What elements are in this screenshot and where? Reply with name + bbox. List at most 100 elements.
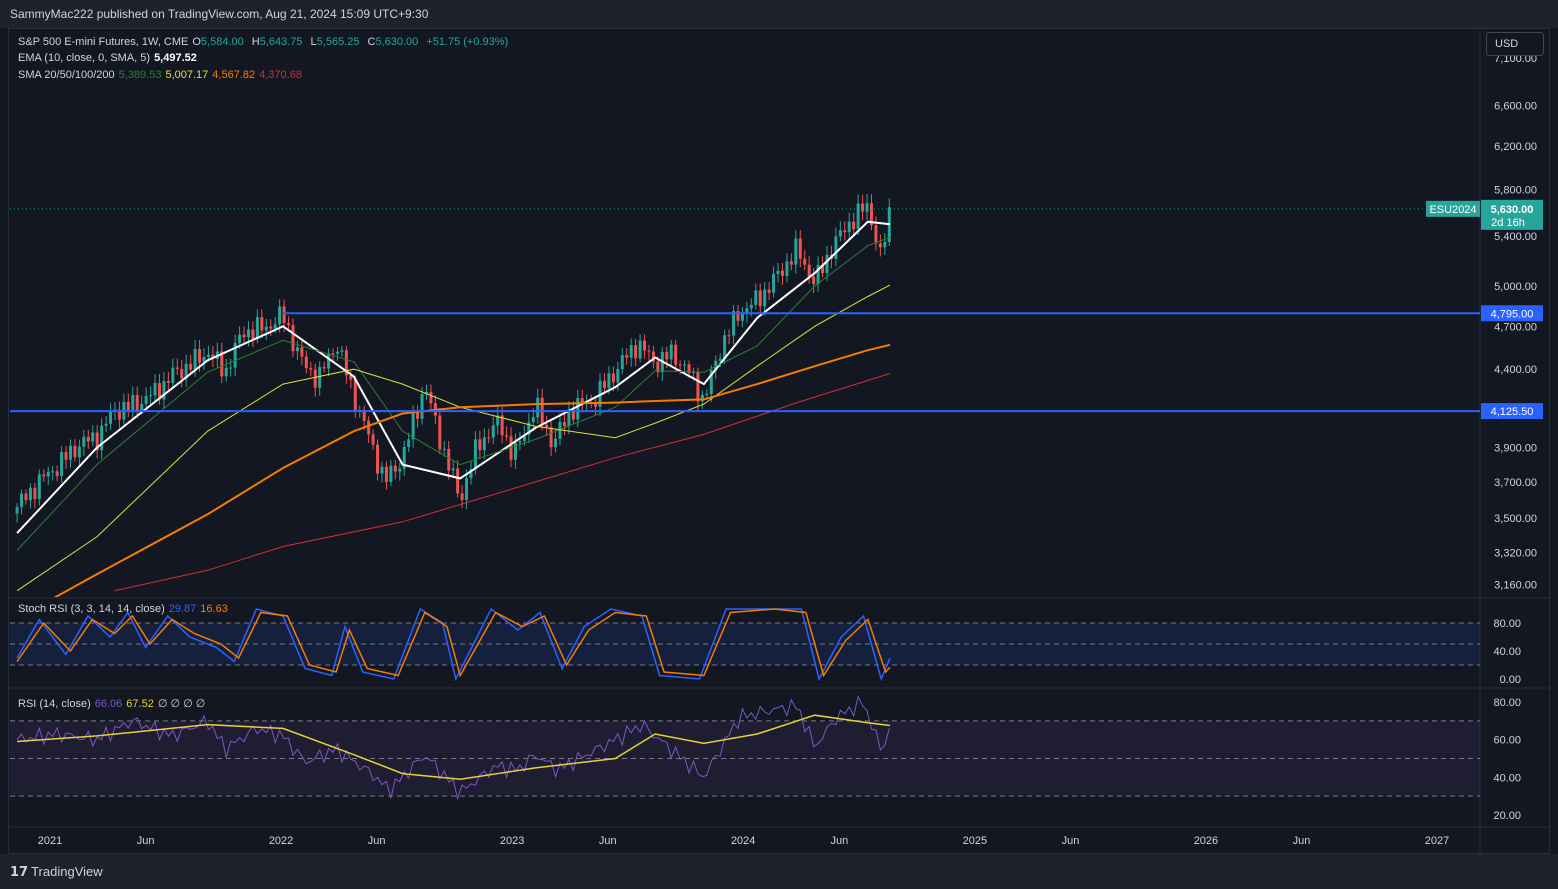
candle-body	[331, 353, 335, 355]
candle-body	[473, 439, 477, 470]
candle-body	[33, 487, 37, 500]
ema-value: 5,497.52	[154, 52, 197, 64]
time-tick-label: Jun	[1062, 835, 1080, 847]
candle-body	[580, 398, 584, 404]
candle-body	[549, 427, 553, 448]
stoch-label: Stoch RSI (3, 3, 14, 14, close)	[18, 603, 165, 615]
candle-body	[91, 432, 95, 442]
price-tick-label: 5,000.00	[1494, 281, 1537, 293]
time-tick-label: Jun	[599, 835, 617, 847]
tradingview-logo[interactable]: 17 TradingView	[10, 864, 103, 880]
stoch-tick-label: 0.00	[1500, 674, 1521, 686]
candle-body	[407, 439, 411, 448]
candle-body	[505, 435, 509, 437]
level-label-bg	[1481, 403, 1543, 420]
stoch-legend: Stoch RSI (3, 3, 14, 14, close) 29.87 16.6…	[18, 603, 232, 615]
candle-body	[594, 403, 598, 407]
time-tick-label: 2021	[38, 835, 62, 847]
candle-body	[874, 225, 878, 244]
candle-body	[718, 358, 722, 361]
candle-body	[140, 403, 144, 411]
candle-body	[620, 355, 624, 370]
candle-body	[745, 308, 749, 314]
chart-frame	[8, 28, 1550, 854]
candle-body	[202, 356, 206, 363]
brand-name: TradingView	[31, 864, 103, 879]
rsi-tick-label: 20.00	[1493, 810, 1521, 822]
price-tick-label: 4,700.00	[1494, 321, 1537, 333]
candle-body	[616, 369, 620, 383]
symbol-title: S&P 500 E-mini Futures, 1W, CME	[18, 36, 189, 48]
candles-group	[15, 194, 891, 523]
candle-body	[696, 371, 700, 402]
price-tick-label: 3,500.00	[1494, 513, 1537, 525]
candle-body	[723, 335, 727, 359]
candle-body	[46, 471, 50, 477]
candle-body	[442, 448, 446, 450]
footer-bar: 17 TradingView	[0, 854, 1558, 889]
candle-body	[812, 276, 816, 284]
candle-body	[42, 474, 46, 477]
candle-body	[625, 355, 629, 358]
candle-body	[576, 398, 580, 420]
stoch-d-value: 16.63	[200, 603, 228, 615]
candle-body	[496, 415, 500, 426]
candle-body	[856, 203, 860, 230]
candle-body	[794, 238, 798, 265]
candle-body	[264, 326, 268, 331]
candle-body	[767, 289, 771, 293]
candle-body	[634, 345, 638, 359]
candle-body	[554, 438, 558, 448]
time-tick-label: Jun	[831, 835, 849, 847]
candle-body	[380, 466, 384, 474]
level-label: 4,125.50	[1491, 406, 1534, 418]
sma20-line	[16, 236, 891, 551]
candle-body	[700, 394, 704, 402]
candle-body	[424, 391, 428, 394]
candle-body	[398, 468, 402, 472]
candle-body	[55, 471, 59, 476]
candle-body	[109, 411, 113, 424]
candle-body	[291, 325, 295, 352]
candle-body	[678, 364, 682, 366]
candle-body	[478, 439, 482, 451]
candle-body	[393, 465, 397, 472]
candle-body	[852, 221, 856, 230]
candle-body	[536, 397, 540, 418]
publish-info: SammyMac222 published on TradingView.com…	[10, 7, 429, 21]
candle-body	[251, 329, 255, 339]
last-price-bg	[1481, 199, 1543, 230]
candle-body	[135, 395, 139, 411]
candle-body	[785, 261, 789, 276]
price-tick-label: 4,400.00	[1494, 364, 1537, 376]
candle-body	[60, 452, 64, 476]
candle-body	[789, 261, 793, 265]
rsi-label: RSI (14, close)	[18, 698, 91, 710]
candle-body	[558, 421, 562, 439]
candle-body	[64, 452, 68, 460]
price-tick-label: 3,700.00	[1494, 477, 1537, 489]
stoch-tick-label: 40.00	[1493, 646, 1521, 658]
candle-body	[705, 394, 709, 396]
price-tick-label: 3,320.00	[1494, 547, 1537, 559]
currency-button[interactable]: USD	[1486, 32, 1544, 56]
ohlc-close: C5,630.00	[367, 36, 419, 48]
candle-body	[20, 493, 24, 507]
candle-body	[273, 324, 277, 329]
candle-body	[162, 381, 166, 400]
candle-body	[309, 368, 313, 370]
time-tick-label: 2025	[963, 835, 987, 847]
candle-body	[674, 344, 678, 365]
candle-body	[651, 351, 655, 362]
candle-body	[149, 395, 153, 397]
rsi-ma-value: 67.52	[126, 698, 154, 710]
candle-body	[545, 424, 549, 428]
candle-body	[776, 270, 780, 274]
ohlc-open: O5,584.00	[192, 36, 244, 48]
sma20-value: 5,389.53	[118, 69, 162, 81]
candle-body	[157, 383, 161, 400]
candle-body	[598, 380, 602, 407]
candle-body	[278, 306, 282, 325]
candle-body	[313, 369, 317, 388]
